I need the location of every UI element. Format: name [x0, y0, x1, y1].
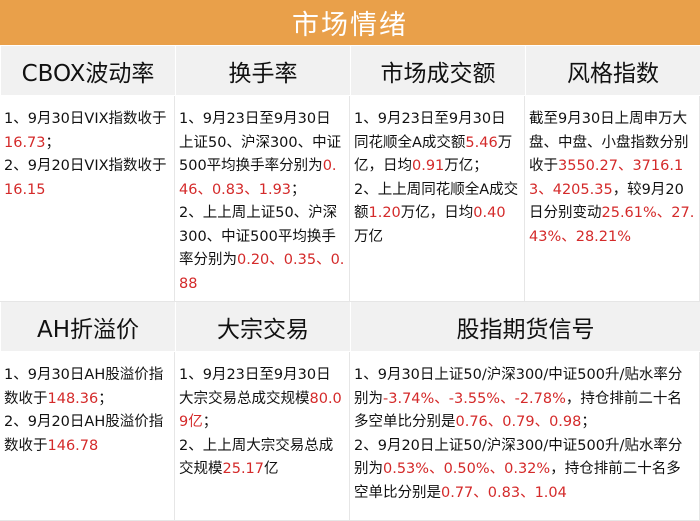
header-ah: AH折溢价	[0, 302, 175, 352]
style-cell: 截至9月30日上周申万大盘、中盘、小盘指数分别收于3550.27、3716.13…	[525, 96, 700, 302]
ah-line-1: 1、9月30日AH股溢价指数收于148.36；	[4, 364, 170, 411]
cbox-line-2-value: 16.15	[4, 181, 46, 198]
volume-para-1-daily: 0.91	[412, 158, 445, 174]
futures-para-1: 1、9月30日上证50/沪深300/中证500升/贴水率分别为-3.74%、-3…	[354, 364, 691, 435]
futures-cell: 1、9月30日上证50/沪深300/中证500升/贴水率分别为-3.74%、-3…	[350, 352, 700, 521]
futures-para-2-ratios: 0.77、0.83、1.04	[441, 484, 567, 501]
cbox-line-2-text: 2、9月20日VIX指数收于	[4, 158, 167, 174]
header-futures: 股指期货信号	[350, 302, 700, 352]
ah-line-1-end: ；	[98, 390, 113, 407]
volume-para-1-total: 5.46	[465, 134, 498, 151]
block-para-2-text: 2、上上周大宗交易总成交规模	[179, 437, 334, 478]
futures-para-1-ratios: 0.76、0.79、0.98	[455, 414, 582, 430]
ah-line-1-value: 148.36	[47, 390, 99, 407]
turnover-para-1: 1、9月23日至9月30日上证50、沪深300、中证500平均换手率分别为0.4…	[179, 108, 345, 202]
style-para-changes: 25.61%、27.43%、28.21%	[529, 205, 695, 245]
cbox-line-1-value: 16.73	[4, 134, 46, 151]
style-para: 截至9月30日上周申万大盘、中盘、小盘指数分别收于3550.27、3716.13…	[529, 108, 695, 249]
turnover-para-1-text: 1、9月23日至9月30日上证50、沪深300、中证500平均换手率分别为	[179, 111, 342, 174]
ah-line-2: 2、9月20日AH股溢价指数收于146.78	[4, 411, 170, 458]
block-para-1-value: 80.09亿	[179, 390, 342, 431]
block-para-1-text: 1、9月23日至9月30日大宗交易总成交规模	[179, 367, 331, 407]
volume-para-1-text: 1、9月23日至9月30日同花顺全A成交额	[354, 111, 506, 151]
block-para-2-end: 亿	[264, 461, 279, 477]
turnover-cell: 1、9月23日至9月30日上证50、沪深300、中证500平均换手率分别为0.4…	[175, 96, 350, 302]
ah-line-2-value: 146.78	[47, 437, 99, 454]
ah-line-1-text: 1、9月30日AH股溢价指数收于	[4, 367, 164, 407]
block-para-2-value: 25.17	[222, 461, 265, 477]
header-cbox: CBOX波动率	[0, 46, 175, 96]
volume-para-1-mid: 万亿，日均	[354, 134, 513, 175]
futures-para-2-basis: 0.53%、0.50%、0.32%	[383, 461, 551, 477]
turnover-para-2: 2、上上周上证50、沪深300、中证500平均换手率分别为0.20、0.35、0…	[179, 202, 345, 296]
futures-para-2: 2、9月20日上证50/沪深300/中证500升/贴水率分别为0.53%、0.5…	[354, 435, 691, 506]
header-volume: 市场成交额	[350, 46, 525, 96]
futures-para-1-text: 1、9月30日上证50/沪深300/中证500升/贴水率分别为	[354, 367, 683, 407]
volume-para-2-daily: 0.40	[473, 205, 506, 221]
block-para-1: 1、9月23日至9月30日大宗交易总成交规模80.09亿；	[179, 364, 345, 435]
volume-para-1: 1、9月23日至9月30日同花顺全A成交额5.46万亿，日均0.91万亿；	[354, 108, 520, 179]
banner-title: 市场情绪	[0, 0, 700, 46]
futures-para-1-basis: -3.74%、-3.55%、-2.78%	[383, 390, 566, 407]
volume-para-2-total: 1.20	[368, 205, 401, 221]
turnover-para-2-values: 0.20、0.35、0.88	[179, 252, 345, 292]
turnover-para-2-text: 2、上上周上证50、沪深300、中证500平均换手率分别为	[179, 205, 338, 268]
block-cell: 1、9月23日至9月30日大宗交易总成交规模80.09亿； 2、上上周大宗交易总…	[175, 352, 350, 521]
header-turnover: 换手率	[175, 46, 350, 96]
cbox-line-1-end: ；	[45, 134, 61, 151]
volume-cell: 1、9月23日至9月30日同花顺全A成交额5.46万亿，日均0.91万亿； 2、…	[350, 96, 525, 302]
ah-line-2-text: 2、9月20日AH股溢价指数收于	[4, 414, 164, 454]
ah-cell: 1、9月30日AH股溢价指数收于148.36； 2、9月20日AH股溢价指数收于…	[0, 352, 175, 521]
volume-para-2: 2、上上周同花顺全A成交额1.20万亿，日均0.40 万亿	[354, 179, 520, 250]
style-para-text: 截至9月30日上周申万大盘、中盘、小盘指数分别收于	[529, 111, 689, 174]
volume-para-2-text: 2、上上周同花顺全A成交额	[354, 181, 519, 222]
volume-para-1-end: 万亿；	[444, 158, 488, 174]
volume-para-2-mid: 万亿，日均	[400, 205, 474, 221]
header-style: 风格指数	[525, 46, 700, 96]
style-para-closes: 3550.27、3716.13、4205.35	[529, 158, 684, 198]
turnover-para-1-values: 0.46、0.83、1.93	[179, 158, 337, 198]
turnover-para-1-end: ；	[291, 181, 306, 198]
volume-para-2-end: 万亿	[354, 228, 383, 245]
style-para-mid: ，较9月20日分别变动	[529, 181, 684, 222]
cbox-line-1-text: 1、9月30日VIX指数收于	[4, 111, 167, 127]
header-block: 大宗交易	[175, 302, 350, 352]
futures-para-1-end: ；	[581, 414, 596, 430]
block-para-2: 2、上上周大宗交易总成交规模25.17亿	[179, 435, 345, 482]
futures-para-2-mid: ，持仓排前二十名多空单比分别是	[354, 461, 681, 501]
cbox-line-2: 2、9月20日VIX指数收于 16.15	[4, 155, 170, 202]
block-para-1-end: ；	[202, 414, 218, 430]
futures-para-2-text: 2、9月20日上证50/沪深300/中证500升/贴水率分别为	[354, 437, 683, 478]
cbox-line-1: 1、9月30日VIX指数收于 16.73；	[4, 108, 170, 155]
futures-para-1-mid: ，持仓排前二十名多空单比分别是	[354, 390, 682, 431]
cbox-cell: 1、9月30日VIX指数收于 16.73； 2、9月20日VIX指数收于 16.15	[0, 96, 175, 302]
